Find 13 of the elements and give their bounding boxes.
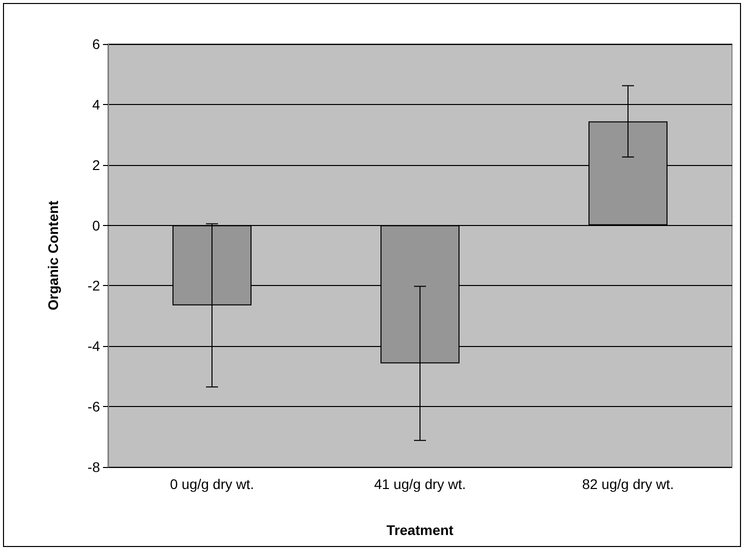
y-tick-label: -6	[88, 398, 100, 415]
x-axis-title: Treatment	[386, 522, 454, 538]
y-tick-label: -4	[88, 338, 100, 354]
x-tick-label: 41 ug/g dry wt.	[374, 476, 466, 492]
x-tick-label: 82 ug/g dry wt.	[582, 476, 674, 492]
y-tick-label: 4	[92, 96, 100, 112]
x-tick-label: 0 ug/g dry wt.	[170, 476, 254, 492]
y-tick-label: 6	[92, 36, 100, 52]
y-tick-label: -2	[88, 278, 100, 294]
y-axis-title: Organic Content	[45, 200, 61, 310]
y-tick-label: 0	[92, 217, 100, 234]
y-tick-label: -8	[88, 459, 100, 475]
y-tick-label: 2	[92, 156, 100, 173]
